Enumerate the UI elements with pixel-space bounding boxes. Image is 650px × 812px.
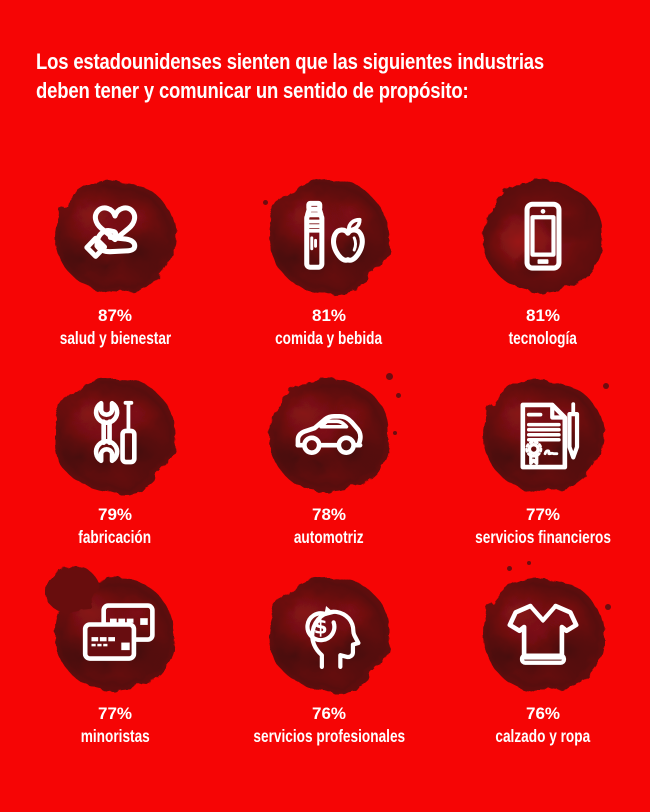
industry-label: fabricación [78, 527, 152, 547]
title-line-1: Los estadounidenses sienten que las sigu… [36, 49, 545, 74]
industry-label: calzado y ropa [495, 726, 591, 746]
ink-blot [269, 373, 401, 492]
ink-blot [483, 561, 611, 691]
industry-label: tecnología [508, 328, 578, 348]
industry-item-comida-y-bebida: 81% comida y bebida [222, 180, 436, 348]
ink-droplet [507, 566, 512, 571]
ink-blot-shape [483, 578, 603, 691]
industry-label: comida y bebida [275, 328, 383, 348]
ink-blot [263, 180, 389, 293]
bottle-and-apple-icon [304, 200, 365, 270]
contract-pen-icon [520, 401, 580, 469]
industry-item-servicios-profesionales: $ 76% servicios profesionales [222, 578, 436, 746]
industry-percent: 77% [97, 704, 133, 723]
head-dollar-icon: $ [305, 605, 361, 669]
industry-item-minoristas: 77% minoristas [8, 567, 222, 746]
industry-percent: 76% [311, 704, 347, 723]
industry-item-salud-y-bienestar: 87% salud y bienestar [8, 180, 222, 348]
industry-percent: 76% [525, 704, 561, 723]
ink-droplet [605, 604, 611, 610]
card-details [91, 636, 130, 650]
industry-percent: 79% [97, 505, 133, 524]
ink-blot [55, 379, 175, 492]
svg-text:$: $ [314, 614, 328, 638]
ink-blot [483, 379, 609, 492]
ink-droplet [393, 431, 397, 435]
industry-label: minoristas [80, 726, 150, 746]
ink-blot-shape [269, 379, 389, 492]
ink-blot: $ [269, 578, 389, 691]
ink-droplet [603, 383, 609, 389]
wrench-screwdriver-icon [93, 400, 137, 464]
title-line-2: deben tener y comunicar un sentido de pr… [36, 78, 469, 103]
ink-blot [46, 567, 175, 691]
industry-label: servicios profesionales [253, 726, 405, 746]
industry-grid: 87% salud y bienestar 81% co [8, 180, 650, 746]
ink-droplet [386, 373, 393, 380]
credit-cards-icon [82, 602, 155, 661]
ink-blot-shape [269, 180, 389, 293]
industry-item-automotriz: 78% automotriz [222, 373, 436, 547]
ink-blot [483, 180, 603, 293]
smartphone-icon [524, 201, 562, 271]
page-title: Los estadounidenses sienten que las sigu… [36, 47, 545, 105]
industry-percent: 77% [525, 505, 561, 524]
industry-label: automotriz [294, 527, 364, 547]
industry-item-servicios-financieros: 77% servicios financieros [436, 379, 650, 547]
ink-droplet [527, 561, 531, 565]
ink-droplet [263, 200, 268, 205]
heart-in-hand-icon [84, 204, 138, 259]
ink-droplet [396, 393, 401, 398]
industry-percent: 78% [311, 505, 347, 524]
industry-label: salud y bienestar [59, 328, 171, 348]
polo-shirt-icon [507, 603, 579, 665]
industry-item-calzado-y-ropa: 76% calzado y ropa [436, 561, 650, 746]
industry-percent: 81% [311, 306, 347, 325]
car-icon [295, 413, 363, 455]
ink-blot [55, 180, 175, 293]
industry-percent: 87% [97, 306, 133, 325]
industry-percent: 81% [525, 306, 561, 325]
industry-label: servicios financieros [475, 527, 611, 547]
industry-item-fabricacion: 79% fabricación [8, 379, 222, 547]
industry-item-tecnologia: 81% tecnología [436, 180, 650, 348]
ink-blot-shape [483, 180, 603, 293]
